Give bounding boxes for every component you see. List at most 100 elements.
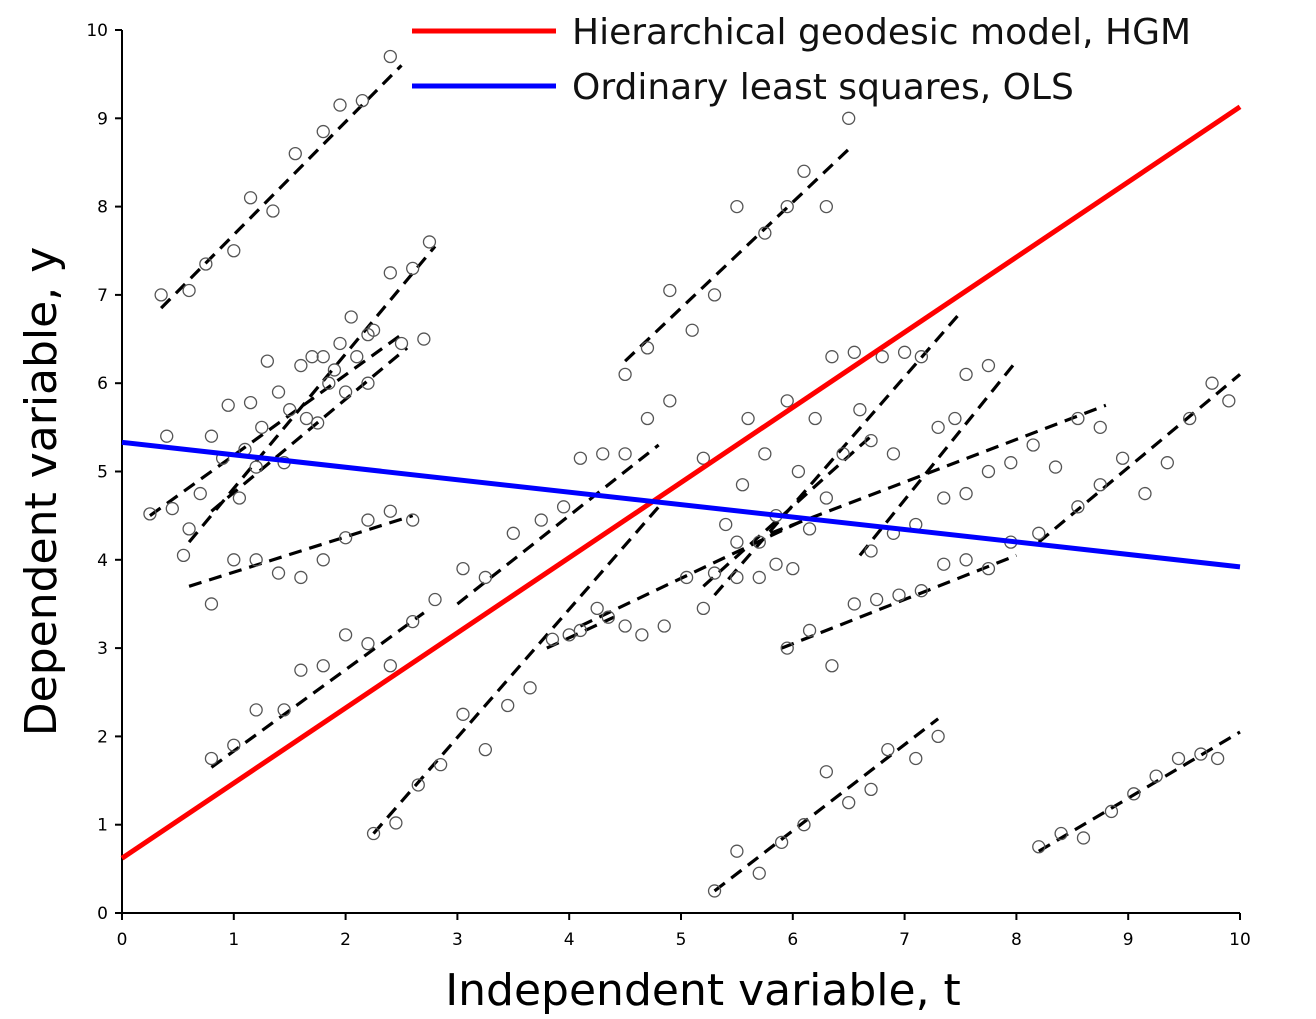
data-point — [640, 341, 655, 355]
data-point — [825, 659, 839, 673]
legend-label-ols: Ordinary least squares, OLS — [572, 67, 1074, 108]
data-point — [344, 310, 358, 324]
data-point — [786, 561, 800, 576]
data-point — [741, 411, 755, 426]
data-point — [730, 199, 744, 214]
data-point — [556, 500, 571, 514]
data-point — [294, 663, 308, 677]
data-point — [719, 517, 733, 532]
data-point — [601, 610, 615, 624]
data-point — [294, 570, 308, 585]
data-point — [1127, 787, 1141, 801]
data-point — [1071, 411, 1085, 426]
data-point — [931, 420, 945, 435]
data-point — [696, 601, 711, 616]
data-point — [366, 826, 381, 841]
data-point — [847, 345, 861, 359]
data-point — [914, 584, 929, 598]
x-tick-label: 10 — [1229, 930, 1251, 950]
data-point — [478, 570, 493, 585]
subject-fit-line — [456, 443, 660, 606]
x-axis-label: Independent variable, t — [445, 965, 961, 1016]
data-point — [383, 659, 397, 673]
subject-fit-line — [149, 333, 403, 517]
subject-fit-line — [623, 148, 850, 363]
data-point — [842, 795, 856, 810]
x-tick-label: 0 — [117, 930, 128, 950]
data-point — [959, 367, 973, 382]
data-point — [797, 818, 811, 832]
subject-fit-line — [210, 611, 425, 769]
data-point — [1115, 451, 1130, 465]
hgm-line — [120, 104, 1242, 861]
legend-label-hgm: Hierarchical geodesic model, HGM — [572, 12, 1191, 53]
data-point — [456, 707, 470, 721]
data-point — [456, 561, 470, 576]
data-point — [981, 358, 996, 373]
data-point — [176, 548, 191, 563]
data-point — [679, 570, 694, 585]
data-point — [389, 816, 403, 830]
data-point — [640, 411, 655, 426]
data-point — [1026, 438, 1040, 452]
data-point — [1194, 747, 1208, 761]
data-point — [316, 553, 330, 567]
data-point — [428, 592, 442, 607]
data-point — [590, 601, 604, 616]
data-point — [948, 411, 962, 426]
data-point — [780, 641, 794, 655]
data-point — [338, 385, 353, 399]
subject-fit-line — [188, 514, 414, 588]
x-tick-label: 9 — [1123, 930, 1134, 950]
data-point — [154, 288, 168, 302]
data-point — [338, 531, 353, 545]
data-point — [853, 403, 867, 417]
data-point — [864, 782, 878, 797]
data-point — [534, 513, 548, 527]
subject-fit-line — [1037, 373, 1242, 544]
ols-line — [121, 439, 1241, 570]
data-point — [657, 619, 671, 633]
data-point — [981, 464, 996, 479]
data-point — [322, 376, 336, 390]
data-point — [182, 283, 196, 298]
data-point — [1160, 456, 1174, 470]
data-point — [897, 345, 912, 359]
data-point — [618, 447, 632, 461]
data-point — [545, 632, 560, 646]
data-point — [255, 420, 269, 435]
data-point — [271, 566, 286, 580]
data-point — [383, 504, 397, 518]
data-point — [221, 398, 235, 412]
data-point — [160, 429, 174, 443]
data-point — [875, 350, 889, 364]
data-point — [730, 570, 744, 585]
subject-fit-line — [187, 245, 437, 544]
data-point — [501, 698, 515, 713]
data-point — [758, 447, 772, 461]
data-point — [232, 491, 247, 505]
data-point — [959, 553, 973, 567]
data-point — [316, 350, 330, 364]
data-point — [327, 363, 342, 377]
data-point — [1171, 751, 1186, 766]
data-point — [1138, 486, 1152, 501]
y-tick-label: 3 — [97, 639, 108, 659]
data-point — [333, 98, 347, 112]
x-tick-label: 3 — [452, 930, 463, 950]
data-point — [271, 385, 286, 399]
x-tick-label: 6 — [787, 930, 798, 950]
subject-fit-line — [579, 518, 805, 628]
data-point — [316, 124, 330, 139]
data-point — [791, 464, 806, 479]
subject-fit-line — [159, 64, 403, 310]
data-point — [847, 597, 861, 611]
data-point — [143, 507, 157, 521]
data-point — [1149, 769, 1163, 783]
data-point — [730, 844, 744, 858]
data-point — [752, 570, 766, 585]
data-point — [361, 513, 375, 527]
data-point — [1210, 751, 1225, 766]
data-point — [562, 628, 576, 642]
data-point — [422, 235, 437, 249]
